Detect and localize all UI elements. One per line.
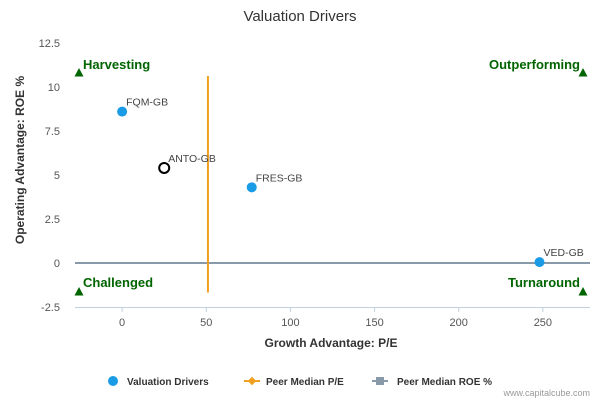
median-lines [75,76,590,293]
y-tick-label: 0 [54,258,60,270]
data-point [246,182,257,193]
y-tick-label: 5 [54,170,60,182]
x-tick-label: 200 [450,317,468,329]
x-tick-label: 150 [365,317,383,329]
data-point-label: FQM-GB [126,97,168,109]
y-tick-label: 10 [48,82,60,94]
legend-square-icon [376,377,384,385]
quadrant-markers [74,68,588,296]
data-point-label: FRES-GB [256,172,303,184]
y-axis-title: Operating Advantage: ROE % [13,76,27,245]
legend-diamond-icon [247,376,257,386]
quadrant-label-challenged: Challenged [83,275,153,290]
quadrant-label-harvesting: Harvesting [83,57,150,72]
legend-item-peer-median-pe[interactable]: Peer Median P/E [244,376,344,388]
legend-label: Peer Median ROE % [397,377,492,388]
data-points: FQM-GB ANTO-GB FRES-GB VED-GB [117,97,584,268]
y-tick-label: 2.5 [45,214,60,226]
legend: Valuation Drivers Peer Median P/E Peer M… [108,376,492,388]
x-axis-title: Growth Advantage: P/E [265,336,398,350]
legend-item-peer-median-roe[interactable]: Peer Median ROE % [372,377,492,388]
quadrant-labels: Harvesting Outperforming Challenged Turn… [83,57,580,290]
data-point-label: ANTO-GB [168,153,216,165]
chart-title: Valuation Drivers [243,8,356,25]
x-tick-label: 250 [534,317,552,329]
x-axis-ticks: 0 50 100 150 200 250 [119,307,552,329]
legend-item-valuation-drivers[interactable]: Valuation Drivers [108,376,209,388]
data-point-label: VED-GB [544,247,584,259]
quadrant-triangle-icon [74,287,84,296]
y-tick-label: -2.5 [41,302,60,314]
x-tick-label: 100 [281,317,299,329]
data-point [117,106,128,117]
legend-label: Valuation Drivers [127,377,209,388]
quadrant-label-outperforming: Outperforming [489,57,580,72]
y-tick-label: 12.5 [39,38,60,50]
y-axis-ticks: 12.5 10 7.5 5 2.5 0 -2.5 [39,38,60,314]
data-point [158,161,171,174]
quadrant-label-turnaround: Turnaround [508,275,580,290]
data-point [534,257,545,268]
x-tick-label: 0 [119,317,125,329]
y-tick-label: 7.5 [45,126,60,138]
quadrant-triangle-icon [578,68,588,77]
x-tick-label: 50 [200,317,212,329]
quadrant-triangle-icon [74,68,84,77]
credit-text: www.capitalcube.com [502,388,590,398]
legend-label: Peer Median P/E [266,377,344,388]
legend-marker-point-icon [108,376,118,386]
quadrant-triangle-icon [578,287,588,296]
